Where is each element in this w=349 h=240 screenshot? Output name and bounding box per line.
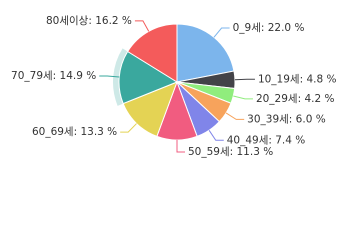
connector [213,27,230,38]
connector [120,123,137,133]
data-label: 30_39세: 6.0 % [247,113,326,125]
connector [99,75,120,78]
pie-slice [176,23,235,83]
connector [208,130,224,141]
data-label: 20_29세: 4.2 % [256,93,335,105]
data-label: 80세이상: 16.2 % [46,15,132,27]
connector [134,20,150,32]
pie-slice [118,50,179,105]
data-label: 0_9세: 22.0 % [233,22,305,34]
data-label: 60_69세: 13.3 % [32,126,117,138]
data-label: 40_49세: 7.4 % [227,134,306,146]
data-label: 10_19세: 4.8 % [258,73,337,85]
connector [225,112,245,120]
data-label: 70_79세: 14.9 % [11,70,96,82]
chart: 0_9세: 22.0 % 10_19세: 4.8 % 20_29세: 4.2 % 30… [11,15,337,158]
connector [233,95,253,100]
data-label: 50_59세: 11.3 % [188,146,273,158]
connector [176,140,185,153]
